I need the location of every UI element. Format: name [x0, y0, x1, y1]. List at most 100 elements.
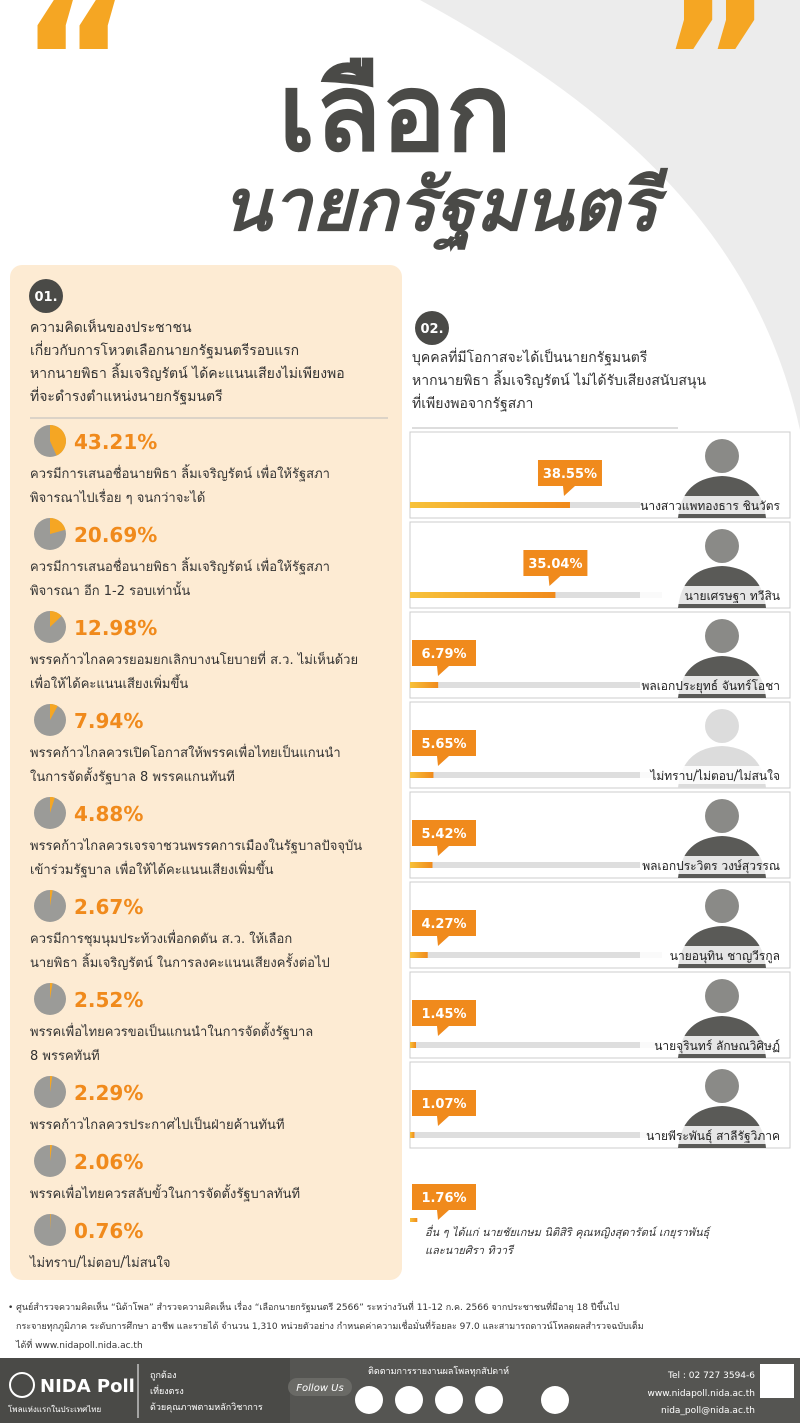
percent-label: 2.29% — [74, 1081, 143, 1105]
percent-label: 4.88% — [74, 802, 143, 826]
person-name: นายพีระพันธุ์ สาลีรัฐวิภาค — [646, 1129, 780, 1144]
callout-tip — [562, 486, 575, 496]
instagram-icon[interactable] — [435, 1386, 463, 1414]
pie-slice — [50, 425, 66, 456]
item-text: พิจารณาไปเรื่อย ๆ จนกว่าจะได้ — [30, 489, 205, 506]
slogan: โพลแห่งแรกในประเทศไทย — [8, 1404, 101, 1414]
callout — [537, 460, 602, 486]
pie-slice — [50, 611, 62, 627]
web[interactable]: www.nidapoll.nida.ac.th — [648, 1389, 755, 1399]
footer-brand-bg — [0, 1358, 290, 1423]
name-bg — [640, 1126, 785, 1144]
bar — [410, 862, 433, 868]
pie-slice — [50, 890, 53, 906]
name-bg — [640, 586, 785, 604]
person-name: นายเศรษฐา ทวีสิน — [685, 589, 780, 603]
name-bg — [640, 766, 785, 784]
bar-track — [410, 772, 662, 778]
item-text: ควรมีการชุมนุมประท้วงเพื่อกดดัน ส.ว. ให้… — [30, 930, 292, 947]
callout-tip — [437, 666, 449, 676]
panel-1 — [10, 265, 402, 1280]
person-name: นางสาวแพทองธาร ชินวัตร — [640, 499, 780, 513]
callout-tip — [548, 576, 561, 586]
item-text: พรรคเพื่อไทยควรขอเป็นแกนนำในการจัดตั้งรั… — [30, 1022, 313, 1040]
percent-label: 35.04% — [528, 557, 582, 572]
heading-line: ที่จะดำรงตำแหน่งนายกรัฐมนตรี — [30, 387, 223, 405]
percent-label: 2.06% — [74, 1150, 143, 1174]
heading-line: หากนายพิธา ลิ้มเจริญรัตน์ ไม่ได้รับเสียง… — [412, 370, 706, 389]
pie-slice — [50, 1145, 53, 1161]
bar — [410, 1132, 415, 1138]
item-text: พรรคก้าวไกลควรยอมยกเลิกบางนโยบายที่ ส.ว.… — [30, 650, 358, 668]
percent-label: 7.94% — [74, 709, 143, 733]
callout — [412, 640, 476, 666]
badge-2 — [415, 311, 449, 345]
name-bg — [640, 1036, 785, 1054]
percent-label: 2.52% — [74, 988, 143, 1012]
item-text: เข้าร่วมรัฐบาล เพื่อให้ได้คะแนนเสียงเพิ่… — [30, 860, 274, 878]
item-text: พรรคเพื่อไทยควรสลับขั้วในการจัดตั้งรัฐบา… — [30, 1184, 300, 1202]
percent-label: 43.21% — [74, 430, 157, 454]
social-icons — [355, 1386, 569, 1414]
item-text: พรรคก้าวไกลควรเปิดโอกาสให้พรรคเพื่อไทยเป… — [30, 743, 341, 761]
bar — [410, 772, 434, 778]
pie-slice — [50, 797, 55, 813]
quote-open: “ — [20, 0, 132, 161]
quote-close: ” — [660, 0, 772, 161]
follow-note: ติดตามการรายงานผลโพลทุกสัปดาห์ — [368, 1365, 509, 1377]
brand: NIDA Poll — [40, 1376, 135, 1397]
heading-line: ที่เพียงพอจากรัฐสภา — [412, 394, 533, 412]
bar-track — [410, 682, 662, 688]
item-text: พิจารณา อีก 1-2 รอบเท่านั้น — [30, 581, 190, 599]
bar — [410, 952, 428, 958]
twitter-icon[interactable] — [475, 1386, 503, 1414]
percent-label: 12.98% — [74, 616, 157, 640]
percent-label: 4.27% — [421, 917, 466, 932]
item-text: ควรมีการเสนอชื่อนายพิธา ลิ้มเจริญรัตน์ เ… — [30, 557, 330, 575]
email[interactable]: nida_poll@nida.ac.th — [661, 1406, 755, 1416]
name-bg — [640, 856, 785, 874]
percent-label: 1.07% — [421, 1097, 466, 1112]
qr-code — [760, 1364, 794, 1398]
photo-head — [705, 889, 739, 923]
bg-shape — [420, 0, 800, 430]
photo-head — [705, 709, 739, 743]
title-line1: เลือก — [278, 51, 511, 176]
callout — [412, 1000, 476, 1026]
follow: Follow Us — [296, 1383, 343, 1394]
callout-tip — [437, 1116, 449, 1126]
person-name: นายจุรินทร์ ลักษณวิศิษฏ์ — [654, 1039, 780, 1054]
bar — [410, 1218, 418, 1222]
percent-label: 5.42% — [421, 827, 466, 842]
callout — [523, 550, 588, 576]
photo-head — [705, 439, 739, 473]
note-line: และนายศิรา ทิวารี — [425, 1244, 515, 1257]
note-line: อื่น ๆ ได้แก่ นายชัยเกษม นิติสิริ คุณหญิ… — [425, 1224, 712, 1239]
callout — [412, 910, 476, 936]
callout — [412, 730, 476, 756]
follow-pill — [288, 1378, 352, 1396]
youtube-icon[interactable] — [395, 1386, 423, 1414]
person-name: ไม่ทราบ/ไม่ตอบ/ไม่สนใจ — [649, 769, 780, 783]
tel: Tel : 02 727 3594-6 — [667, 1371, 755, 1381]
facebook-icon[interactable] — [355, 1386, 383, 1414]
person-name: พลเอกประยุทธ์ จันทร์โอชา — [641, 679, 780, 694]
photo-head — [705, 619, 739, 653]
callout-tip — [437, 846, 449, 856]
photo-head — [705, 799, 739, 833]
heading-line: ความคิดเห็นของประชาชน — [30, 318, 192, 336]
percent-label: 6.79% — [421, 647, 466, 662]
bar-track — [410, 1042, 662, 1048]
bar-track — [410, 1132, 662, 1138]
tiktok-icon[interactable] — [541, 1386, 569, 1414]
percent-label: 0.76% — [74, 1219, 143, 1243]
pie-slice — [50, 518, 66, 534]
tagline: ด้วยคุณภาพตามหลักวิชาการ — [150, 1402, 263, 1413]
logo — [9, 1372, 35, 1398]
percent-label: 38.55% — [543, 467, 597, 482]
person-name: นายอนุทิน ชาญวีรกูล — [670, 949, 780, 964]
item-text: 8 พรรคทันที — [30, 1048, 100, 1064]
section-number: 02. — [420, 322, 443, 337]
item-text: ไม่ทราบ/ไม่ตอบ/ไม่สนใจ — [29, 1255, 170, 1271]
